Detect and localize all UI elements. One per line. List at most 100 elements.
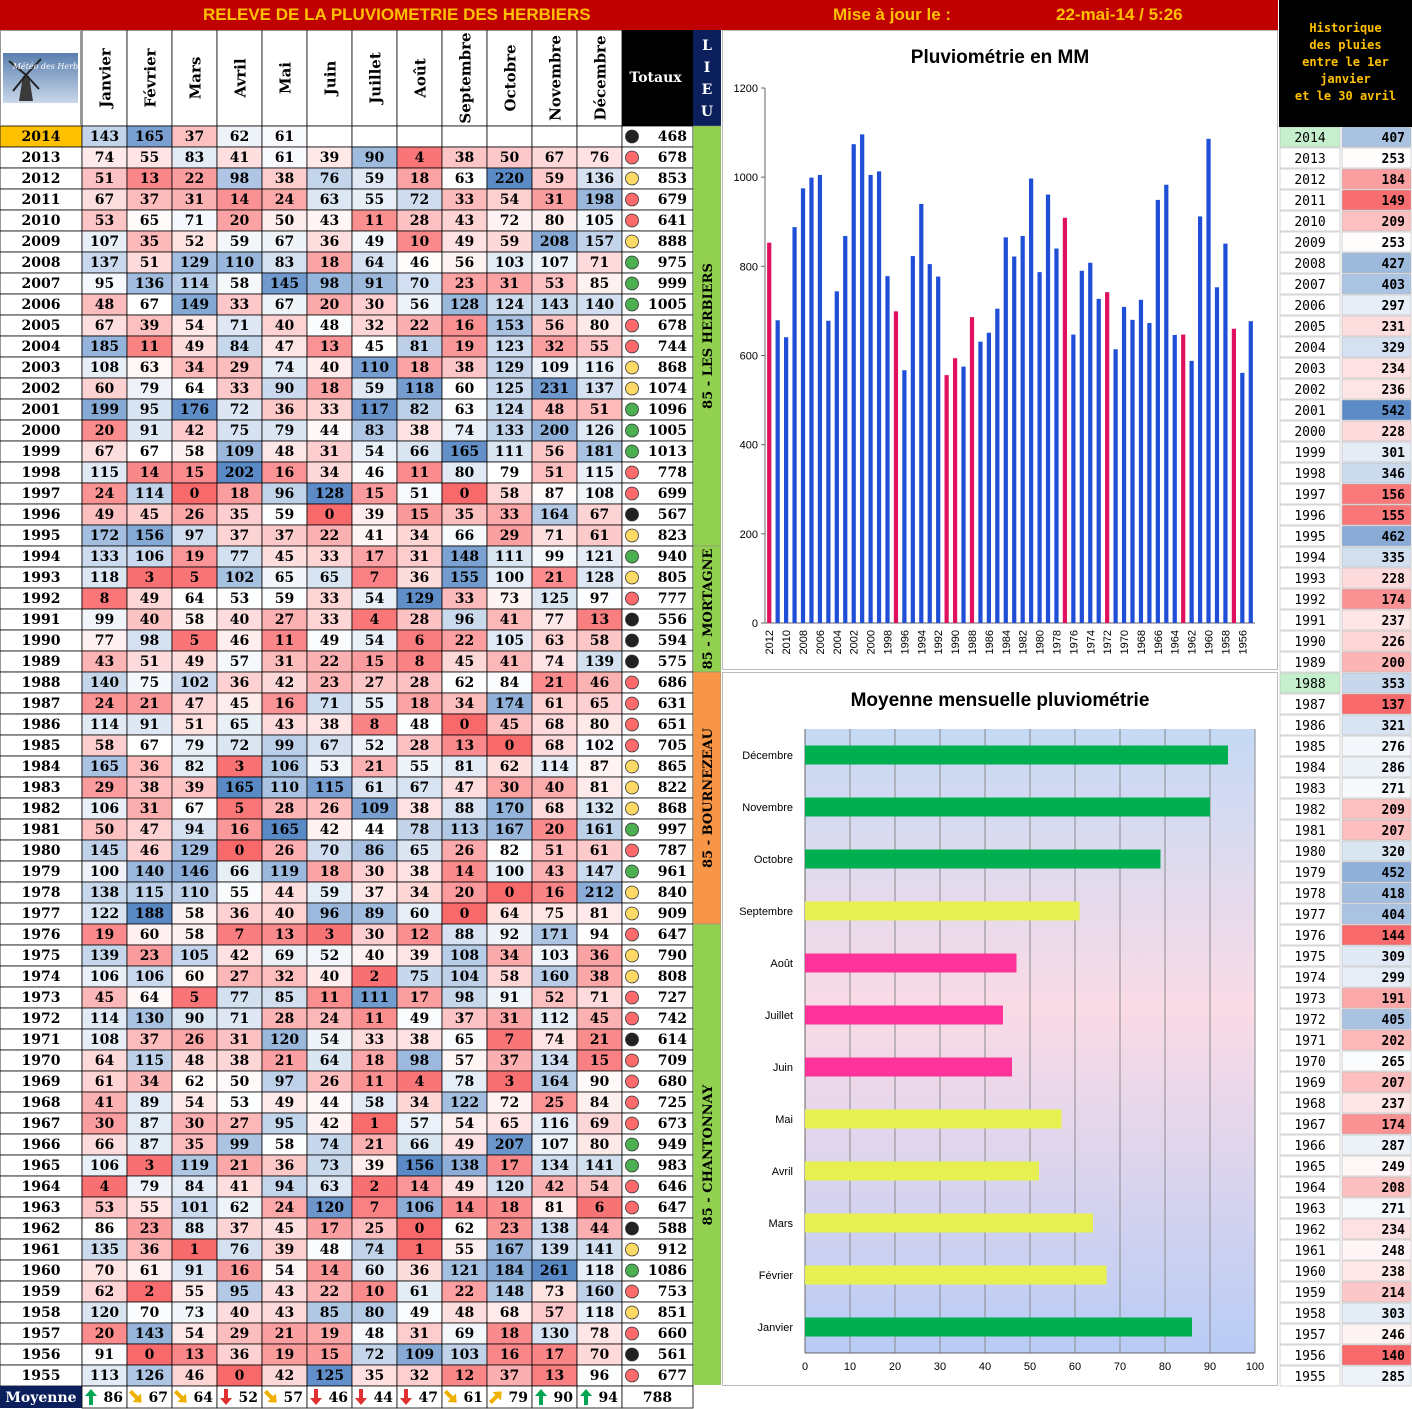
history-year-cell (1279, 210, 1341, 232)
history-year: 1967 (1294, 1118, 1325, 1133)
total-value: 753 (658, 1284, 687, 1300)
history-year-cell (1279, 1281, 1341, 1303)
year-bar (834, 291, 839, 623)
rain-value: 0 (415, 1221, 425, 1237)
history-value: 238 (1382, 1265, 1406, 1280)
rain-value: 0 (325, 507, 335, 523)
total-value: 651 (658, 717, 687, 733)
total-value: 567 (658, 507, 687, 523)
rain-value: 21 (275, 1326, 294, 1342)
history-year: 1964 (1294, 1181, 1325, 1196)
history-year: 1999 (1294, 446, 1325, 461)
annual-chart: Pluviométrie en MM 0 200 400 600 800 1000 1200 2… (722, 30, 1278, 670)
rain-value: 13 (455, 738, 474, 754)
rain-value: 15 (365, 654, 384, 670)
month-bar (805, 1317, 1192, 1337)
rain-value: 54 (365, 591, 385, 607)
x-tick-label: 60 (1069, 1361, 1081, 1373)
rain-value: 49 (455, 234, 474, 250)
rain-value: 48 (320, 1242, 339, 1258)
history-value-cell (1341, 819, 1412, 841)
trend-arrow-icon (443, 1389, 457, 1403)
total-value: 678 (658, 318, 687, 334)
rain-value: 45 (275, 1221, 294, 1237)
rain-value: 29 (230, 360, 249, 376)
rain-value: 31 (500, 1011, 519, 1027)
rain-value: 97 (590, 591, 609, 607)
history-value: 155 (1382, 509, 1405, 524)
rain-value: 129 (405, 591, 434, 607)
history-value: 285 (1382, 1370, 1405, 1385)
total-status-dot-icon (625, 1095, 639, 1110)
rain-value: 63 (545, 633, 564, 649)
rain-value: 67 (410, 780, 429, 796)
rain-value: 165 (90, 759, 119, 775)
history-value-cell (1341, 735, 1412, 757)
total-value: 790 (658, 948, 687, 964)
history-value: 237 (1382, 614, 1405, 629)
lieu-header-letter: E (702, 82, 713, 98)
history-year-cell (1279, 651, 1341, 673)
rain-value: 171 (540, 927, 569, 943)
rain-value: 73 (185, 1305, 204, 1321)
rain-value: 91 (500, 990, 519, 1006)
totals-header-cell (622, 30, 693, 126)
rain-value: 31 (320, 444, 339, 460)
rain-value: 22 (410, 318, 429, 334)
rain-value: 48 (545, 402, 564, 418)
total-status-dot-icon (625, 1158, 639, 1173)
rain-value: 199 (90, 402, 119, 418)
rain-value: 35 (185, 1137, 204, 1153)
rain-value: 74 (95, 150, 115, 166)
rain-value: 34 (410, 1095, 430, 1111)
rain-value: 68 (545, 801, 564, 817)
rain-value: 106 (135, 969, 164, 985)
rain-value: 54 (455, 1116, 475, 1132)
month-header: Novembre (547, 35, 565, 121)
total-value: 575 (658, 654, 687, 670)
rain-value: 42 (275, 1368, 294, 1384)
history-year-cell (1279, 483, 1341, 505)
history-value-cell (1341, 1323, 1412, 1345)
average-value: 86 (104, 1390, 123, 1406)
rain-value: 124 (495, 297, 524, 313)
rain-value: 61 (545, 696, 564, 712)
total-status-dot-icon (625, 423, 639, 438)
rain-value: 59 (320, 885, 339, 901)
rain-value: 10 (365, 1284, 385, 1300)
chart-title: Pluviométrie en MM (911, 47, 1089, 68)
rain-value: 155 (450, 570, 479, 586)
year-bar (902, 370, 907, 623)
rain-value: 121 (585, 549, 614, 565)
year-label: 1979 (22, 864, 61, 880)
average-value: 67 (149, 1390, 168, 1406)
rain-value: 84 (185, 1179, 205, 1195)
year-label: 2005 (22, 318, 61, 334)
lieu-band (692, 545, 722, 673)
rain-value: 53 (230, 591, 249, 607)
rain-value: 49 (365, 234, 384, 250)
rain-value: 20 (545, 822, 565, 838)
rain-value: 95 (275, 1116, 294, 1132)
rain-value: 64 (365, 255, 385, 271)
rain-value: 85 (320, 1305, 339, 1321)
year-label: 1957 (22, 1326, 61, 1342)
rain-value: 37 (500, 1368, 519, 1384)
history-value-cell (1341, 483, 1412, 505)
total-status-dot-icon (625, 948, 639, 963)
rain-value: 146 (180, 864, 209, 880)
total-status-dot-icon (625, 1011, 639, 1026)
rain-value: 47 (185, 696, 204, 712)
history-value-cell (1341, 462, 1412, 484)
rain-value: 17 (500, 1158, 519, 1174)
history-value: 202 (1382, 1034, 1405, 1049)
x-tick-label: 40 (979, 1361, 991, 1373)
rain-value: 128 (585, 570, 614, 586)
rain-value: 98 (410, 1053, 429, 1069)
year-bar (1231, 328, 1236, 623)
total-value: 853 (658, 171, 687, 187)
year-label: 2000 (22, 423, 61, 439)
rain-value: 83 (365, 423, 384, 439)
year-bar (1012, 256, 1017, 623)
y-tick-label: 1000 (734, 172, 758, 184)
